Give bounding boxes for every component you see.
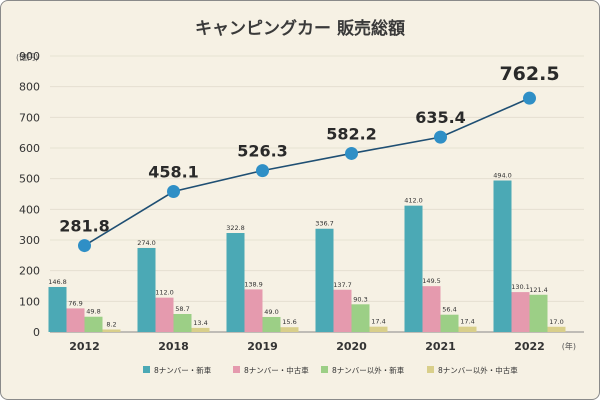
bar-value-label: 130.1 (511, 283, 530, 291)
bar (191, 327, 210, 332)
y-tick-label: 400 (19, 203, 40, 216)
y-tick-label: 800 (19, 81, 40, 94)
total-value-label: 635.4 (415, 108, 466, 127)
legend-swatch (233, 366, 240, 373)
legend-swatch (427, 366, 434, 373)
total-value-label: 281.8 (59, 217, 110, 236)
bar-value-label: 49.8 (86, 308, 100, 316)
y-tick-label: 0 (33, 326, 40, 339)
total-point (345, 146, 358, 160)
total-value-label: 526.3 (237, 142, 288, 161)
bar-value-label: 322.8 (226, 224, 245, 232)
bar (333, 289, 352, 332)
bar (280, 327, 299, 332)
x-axis: 2012 2018 2019 2020 2021 2022 (69, 340, 545, 353)
bar-value-label: 58.7 (175, 305, 189, 313)
y-tick-label: 600 (19, 142, 40, 155)
x-axis-unit: (年) (562, 341, 576, 351)
bar (173, 313, 192, 332)
bar (226, 233, 245, 332)
total-point (167, 185, 180, 199)
y-tick-label: 100 (19, 295, 40, 308)
legend-swatch (143, 366, 150, 373)
bar-value-label: 76.9 (68, 299, 82, 307)
bar-value-label: 494.0 (493, 172, 512, 180)
bar-value-label: 17.0 (549, 318, 563, 326)
bar (404, 205, 423, 332)
legend-label: 8ナンバー以外・中古車 (438, 365, 518, 375)
total-value-label: 582.2 (326, 124, 377, 143)
bar (48, 286, 67, 332)
bar-value-label: 336.7 (315, 220, 334, 228)
bar-value-label: 8.2 (106, 320, 116, 328)
legend-label: 8ナンバー以外・新車 (332, 365, 405, 375)
bar (137, 247, 156, 332)
y-tick-label: 300 (19, 234, 40, 247)
bar-value-label: 138.9 (244, 280, 263, 288)
total-line: 281.8 458.1 526.3 582.2 635.4 762.5 (59, 63, 560, 253)
legend-label: 8ナンバー・中古車 (244, 365, 309, 375)
total-value-label: 762.5 (499, 63, 559, 85)
bar (315, 228, 334, 332)
bar-value-label: 13.4 (193, 319, 207, 327)
bars: 146.8 76.9 49.8 8.2 274.0 112.058.7 13.4 322.8 1… (48, 172, 566, 332)
bar (440, 314, 459, 332)
bar (369, 326, 388, 332)
total-point (256, 164, 269, 178)
legend-swatch (321, 366, 328, 373)
x-tick-label: 2021 (425, 340, 456, 353)
bar (422, 286, 441, 332)
bar (351, 304, 370, 332)
bar-value-label: 412.0 (404, 197, 423, 205)
total-value-label: 458.1 (148, 163, 199, 182)
y-axis: 0 100 200 300 400 500 600 700 800 900 (19, 50, 40, 339)
y-tick-label: 200 (19, 265, 40, 278)
bar (529, 294, 548, 332)
legend-label: 8ナンバー・新車 (154, 365, 212, 375)
bar (66, 308, 85, 332)
bar-value-label: 137.7 (333, 281, 352, 289)
bar-value-label: 15.6 (282, 318, 296, 326)
bar-value-label: 17.4 (460, 318, 474, 326)
bar-value-label: 17.4 (371, 318, 385, 326)
bar-value-label: 90.3 (353, 295, 367, 303)
bar (493, 180, 512, 332)
total-line-path (84, 97, 530, 247)
bar (458, 326, 477, 332)
bar-value-label: 112.0 (155, 289, 174, 297)
x-tick-label: 2019 (247, 340, 278, 353)
y-axis-unit: (億円) (16, 52, 38, 62)
bar-value-label: 56.4 (442, 306, 456, 314)
total-point (434, 130, 447, 144)
bar-value-label: 149.5 (422, 277, 441, 285)
bar-value-label: 49.0 (264, 308, 278, 316)
bar (84, 316, 103, 332)
x-tick-label: 2022 (514, 340, 545, 353)
total-point (78, 239, 91, 253)
chart-title: キャンピングカー 販売総額 (195, 18, 405, 39)
y-tick-label: 700 (19, 111, 40, 124)
bar-value-label: 121.4 (529, 286, 548, 294)
bar (547, 326, 566, 332)
bar-value-label: 274.0 (137, 239, 156, 247)
x-tick-label: 2012 (69, 340, 100, 353)
y-tick-label: 500 (19, 173, 40, 186)
bar-value-label: 146.8 (48, 278, 67, 286)
bar (244, 289, 263, 332)
bar (262, 316, 281, 332)
legend: 8ナンバー・新車 8ナンバー・中古車 8ナンバー以外・新車 8ナンバー以外・中古車 (143, 365, 518, 375)
bar (511, 292, 530, 332)
x-tick-label: 2018 (158, 340, 189, 353)
bar (102, 329, 121, 332)
x-tick-label: 2020 (336, 340, 367, 353)
y-tick-label: 900 (19, 50, 40, 63)
bar (155, 297, 174, 332)
total-point (523, 91, 536, 105)
